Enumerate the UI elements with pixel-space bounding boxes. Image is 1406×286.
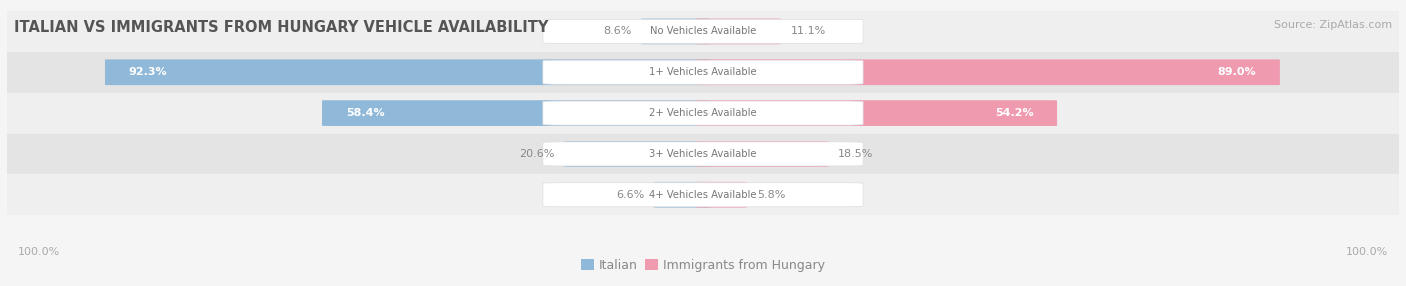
Text: 92.3%: 92.3% — [128, 67, 167, 77]
Text: 6.6%: 6.6% — [616, 190, 644, 200]
Text: 4+ Vehicles Available: 4+ Vehicles Available — [650, 190, 756, 200]
Bar — [7, 93, 1399, 134]
FancyBboxPatch shape — [696, 182, 747, 208]
Text: 89.0%: 89.0% — [1218, 67, 1256, 77]
Text: Source: ZipAtlas.com: Source: ZipAtlas.com — [1274, 20, 1392, 30]
FancyBboxPatch shape — [654, 182, 710, 208]
FancyBboxPatch shape — [322, 100, 710, 126]
Text: 58.4%: 58.4% — [346, 108, 384, 118]
Text: 5.8%: 5.8% — [756, 190, 785, 200]
Text: 20.6%: 20.6% — [519, 149, 554, 159]
Bar — [7, 11, 1399, 52]
FancyBboxPatch shape — [543, 142, 863, 166]
Bar — [7, 52, 1399, 93]
FancyBboxPatch shape — [696, 59, 1279, 85]
FancyBboxPatch shape — [696, 141, 828, 167]
Text: 100.0%: 100.0% — [1346, 247, 1388, 257]
Text: 2+ Vehicles Available: 2+ Vehicles Available — [650, 108, 756, 118]
Text: No Vehicles Available: No Vehicles Available — [650, 26, 756, 36]
FancyBboxPatch shape — [105, 59, 710, 85]
Text: 1+ Vehicles Available: 1+ Vehicles Available — [650, 67, 756, 77]
Bar — [7, 174, 1399, 215]
Legend: Italian, Immigrants from Hungary: Italian, Immigrants from Hungary — [576, 254, 830, 277]
Text: 8.6%: 8.6% — [603, 26, 631, 36]
FancyBboxPatch shape — [564, 141, 710, 167]
FancyBboxPatch shape — [696, 100, 1057, 126]
Text: 3+ Vehicles Available: 3+ Vehicles Available — [650, 149, 756, 159]
Bar — [7, 134, 1399, 174]
FancyBboxPatch shape — [543, 183, 863, 207]
Text: 18.5%: 18.5% — [838, 149, 873, 159]
Text: 54.2%: 54.2% — [995, 108, 1033, 118]
Text: 11.1%: 11.1% — [790, 26, 827, 36]
FancyBboxPatch shape — [696, 19, 782, 44]
Text: 100.0%: 100.0% — [18, 247, 60, 257]
Text: ITALIAN VS IMMIGRANTS FROM HUNGARY VEHICLE AVAILABILITY: ITALIAN VS IMMIGRANTS FROM HUNGARY VEHIC… — [14, 20, 548, 35]
FancyBboxPatch shape — [543, 60, 863, 84]
FancyBboxPatch shape — [543, 101, 863, 125]
FancyBboxPatch shape — [641, 19, 710, 44]
FancyBboxPatch shape — [543, 19, 863, 43]
